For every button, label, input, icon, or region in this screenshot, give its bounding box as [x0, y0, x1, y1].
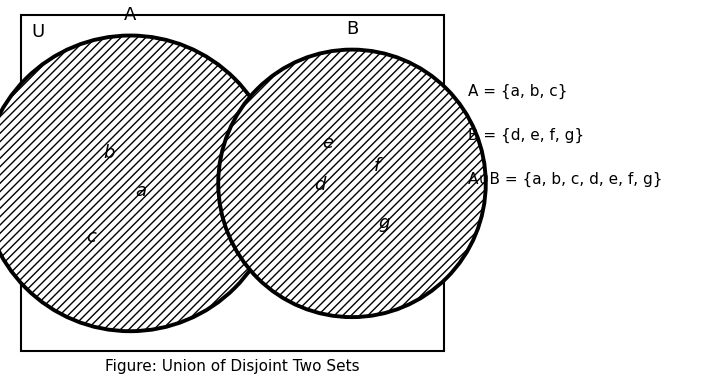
Bar	[21, 15, 444, 351]
Ellipse shape	[218, 50, 486, 317]
Text: B = {d, e, f, g}: B = {d, e, f, g}	[468, 128, 584, 143]
Text: c: c	[87, 228, 96, 246]
Text: B: B	[346, 20, 358, 38]
Text: f: f	[373, 157, 380, 175]
Text: e: e	[322, 134, 333, 152]
Text: a: a	[135, 182, 146, 200]
Text: Figure: Union of Disjoint Two Sets: Figure: Union of Disjoint Two Sets	[105, 359, 360, 374]
Text: U: U	[32, 23, 45, 41]
Text: b: b	[103, 144, 115, 162]
Text: A: A	[124, 6, 137, 24]
Ellipse shape	[0, 36, 278, 331]
Text: d: d	[315, 176, 326, 194]
Text: A = {a, b, c}: A = {a, b, c}	[468, 84, 567, 99]
Text: A∪B = {a, b, c, d, e, f, g}: A∪B = {a, b, c, d, e, f, g}	[468, 172, 662, 187]
Text: g: g	[378, 214, 389, 233]
